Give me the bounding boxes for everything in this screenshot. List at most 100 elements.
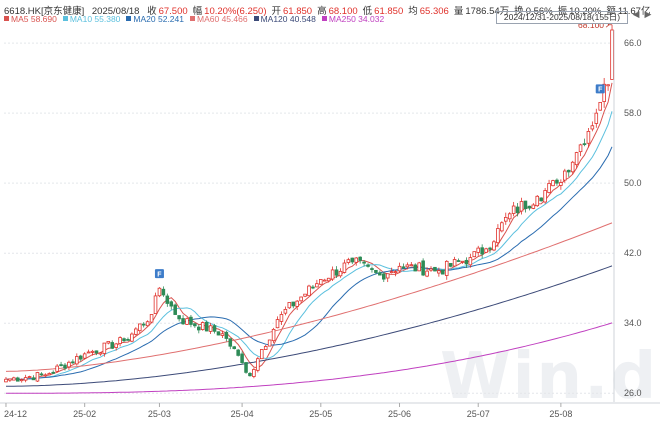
candle (409, 262, 414, 267)
event-flag-icon: F (595, 84, 605, 94)
flag-label: F (157, 271, 162, 278)
quote-field: 幅 10.20%(6.250) (193, 6, 267, 17)
candle (303, 293, 307, 298)
ma-legend-text: MA120 40.548 (260, 14, 316, 24)
candle (606, 84, 610, 91)
candle (15, 376, 20, 382)
candle (197, 324, 201, 334)
candle (515, 203, 520, 217)
candle (555, 178, 559, 186)
candle-body (610, 29, 614, 80)
candle (106, 341, 111, 345)
candle (157, 287, 162, 298)
y-tick-label: 42.0 (624, 248, 642, 258)
candle-body (315, 283, 319, 288)
candle-body (330, 269, 335, 280)
candle-body (578, 144, 583, 153)
candle (464, 257, 469, 269)
candle (291, 301, 296, 309)
candle (75, 353, 79, 366)
candle (338, 268, 343, 278)
candle-body (263, 346, 268, 350)
candle (216, 331, 221, 336)
candle-body (385, 273, 390, 279)
ma-legend-item: MA250 34.032 (321, 14, 384, 24)
candle (55, 364, 59, 373)
candle-body (319, 279, 323, 285)
quote-field-label: 收 (147, 6, 157, 17)
candle-body (334, 269, 339, 276)
candle-body (389, 271, 394, 273)
candle-body (82, 353, 87, 359)
candle (586, 128, 591, 148)
candle (543, 187, 547, 204)
y-tick-label: 58.0 (624, 108, 642, 118)
candle (610, 24, 614, 80)
candle-body (126, 339, 130, 341)
candle (374, 269, 378, 275)
candle (322, 278, 327, 282)
candle-body (275, 319, 280, 329)
candle-body (252, 369, 256, 377)
candle (169, 300, 174, 310)
candle (456, 258, 461, 262)
candle-body (527, 205, 532, 209)
candle-body (122, 338, 126, 342)
candle (181, 315, 185, 325)
candlestick-chart[interactable]: 26.0 34.0 42.0 50.0 58.0 66.0 24-12 25-02 25-03… (0, 24, 660, 423)
candle-body (346, 259, 351, 263)
candle (437, 267, 441, 277)
candle (67, 360, 71, 370)
prev-range-icon[interactable]: ◀ (632, 9, 640, 19)
ma-legend-item: MA20 52.241 (126, 14, 184, 24)
candle (149, 314, 154, 323)
candle-body (393, 271, 398, 273)
candle (263, 344, 268, 350)
candle-body (322, 279, 327, 282)
y-tick-label: 26.0 (624, 388, 642, 398)
candle-body (397, 265, 402, 272)
ma-line-ma60 (5, 222, 613, 372)
candle (334, 266, 339, 279)
candle-body (362, 261, 366, 264)
candle (433, 266, 437, 272)
candle-body (543, 190, 547, 203)
candle-body (12, 377, 16, 381)
date-range-selector[interactable]: 2024/12/31-2025/08/18(155日) (496, 11, 628, 24)
candle (43, 373, 48, 378)
candle-body (413, 264, 418, 272)
candle-body (189, 316, 193, 325)
max-price-text: 68.100 (578, 24, 604, 30)
candle (63, 362, 67, 371)
candle (397, 262, 402, 273)
candle-body (358, 256, 362, 261)
candle-body (472, 251, 477, 258)
ma-legend-text: MA10 55.380 (69, 14, 121, 24)
candle (417, 261, 421, 272)
candle-body (299, 296, 303, 302)
candle-body (338, 270, 343, 277)
candle-body (59, 364, 63, 367)
ma-line-ma250 (6, 322, 613, 394)
y-axis: 26.0 34.0 42.0 50.0 58.0 66.0 (613, 30, 642, 402)
candle (346, 257, 351, 265)
candle (535, 195, 540, 207)
next-range-icon[interactable]: ▶ (644, 9, 652, 19)
candle-body (460, 260, 465, 263)
candle (326, 277, 331, 283)
candle (279, 311, 284, 326)
candle-body (464, 259, 469, 265)
candle-body (555, 179, 559, 184)
candle-body (366, 264, 370, 267)
candle (78, 354, 83, 362)
candle (27, 375, 32, 379)
candle (385, 273, 390, 283)
flag-box (154, 269, 164, 279)
candle-body (279, 314, 284, 322)
ma-legend-item: MA60 45.466 (190, 14, 248, 24)
candle-body (441, 269, 445, 275)
candle (559, 179, 563, 190)
candle (311, 285, 315, 290)
candle-body (259, 349, 264, 360)
candle-body (559, 182, 563, 186)
